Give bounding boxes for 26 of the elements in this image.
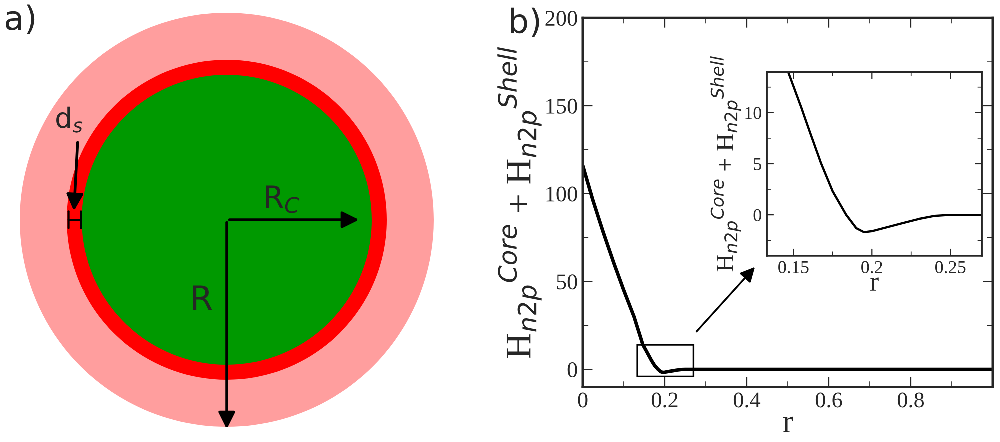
- text: d$_{s}$: [56, 106, 83, 133]
- x-tick-label: 0.2: [862, 261, 882, 274]
- x-tick-label: 0.4: [734, 392, 761, 408]
- y-tick-label: 200: [546, 11, 578, 26]
- x-tick-label: 0.2: [652, 392, 678, 408]
- x-tick-label: 0.8: [898, 392, 924, 408]
- text: R: [193, 286, 212, 310]
- y-tick-label: 10: [746, 107, 762, 120]
- text: R$_{C}$: [266, 186, 300, 214]
- y-axis-title: H$_{n2p}$$^{Core}$ + H$_{n2p}$$^{Shell}$: [710, 56, 742, 272]
- chart-title: b): [511, 8, 540, 38]
- y-tick-label: 100: [546, 186, 578, 202]
- x-tick-label: 0.25: [936, 261, 966, 274]
- y-axis-title: H$_{n2p}$$^{Core}$ + H$_{n2p}$$^{Shell}$: [498, 47, 542, 358]
- y-tick-label: 150: [546, 98, 578, 114]
- x-tick-label: 0.6: [816, 392, 842, 408]
- x-tick-label: 0: [578, 392, 588, 408]
- x-axis-title: r: [870, 278, 879, 291]
- y-tick-label: 0: [754, 209, 762, 222]
- line-series: [787, 72, 982, 234]
- y-tick-label: 0: [568, 362, 578, 378]
- y-tick-label: 50: [557, 274, 578, 290]
- text: a): [6, 4, 35, 34]
- y-tick-label: 5: [754, 158, 762, 170]
- x-tick-label: 0.15: [778, 261, 809, 274]
- x-axis-title: r: [783, 416, 794, 433]
